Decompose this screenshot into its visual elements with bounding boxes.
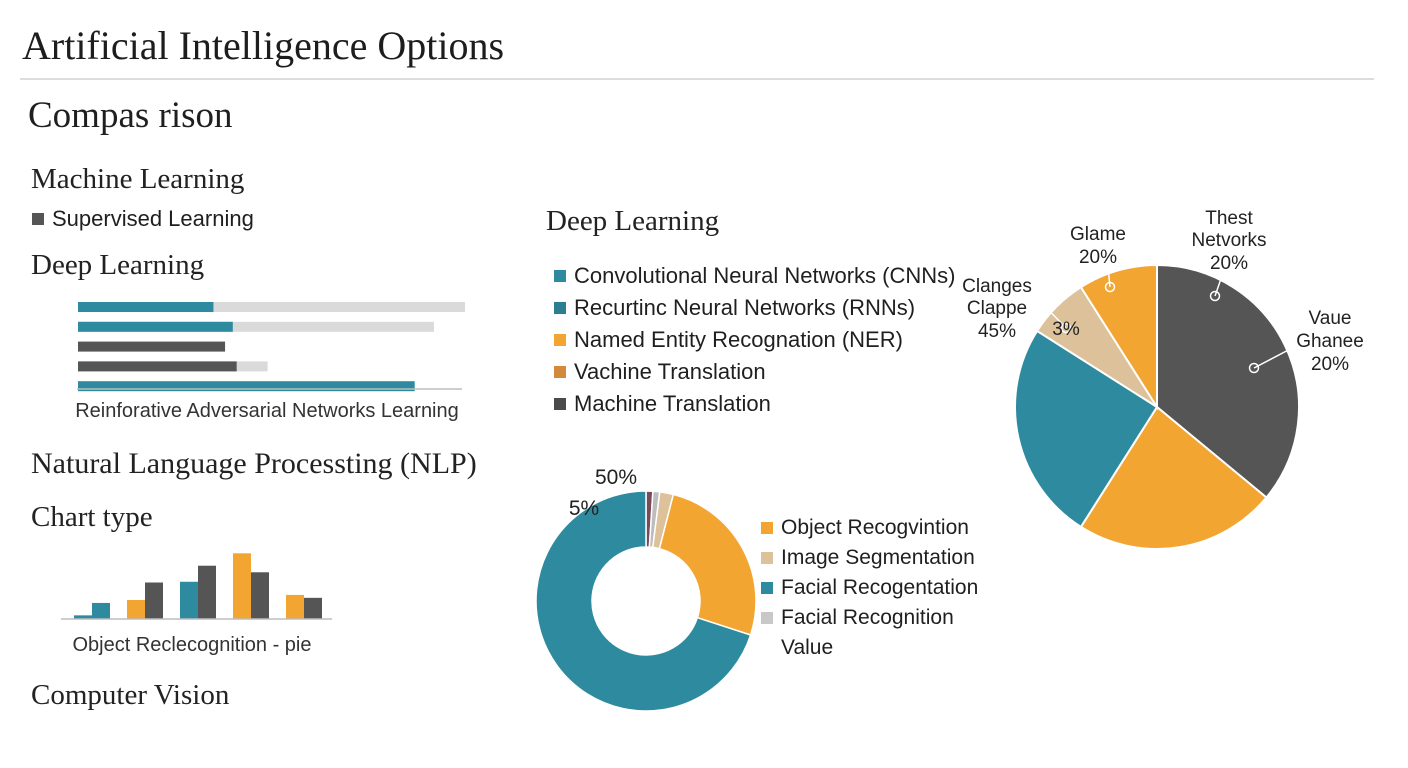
donut-slice	[658, 493, 757, 636]
pie-leader-marker	[1104, 281, 1116, 293]
nlp-heading: Natural Language Processting (NLP)	[31, 447, 477, 480]
vbar-xlabel: Object Reclecognition - pie	[72, 634, 311, 656]
pie-annotation-value: Vaue Ghanee 20%	[1296, 308, 1364, 375]
legend-swatch	[554, 270, 566, 282]
pie-slice	[1156, 263, 1300, 499]
vbar-bar	[251, 572, 269, 619]
grouped-bar-chart: Object Reclecognition - pie	[61, 553, 332, 656]
vbar-bar	[145, 582, 163, 619]
pie-chart: Glame 20% Thest Netvorks 20% Clanges Clappe 4…	[962, 208, 1364, 550]
hbar-bar	[78, 361, 237, 372]
legend-swatch	[761, 582, 773, 594]
legend-swatch	[554, 366, 566, 378]
legend-swatch	[554, 334, 566, 346]
hbar-bar	[78, 302, 214, 312]
legend-label: Value	[781, 636, 834, 659]
pie-leader-marker	[1060, 322, 1072, 334]
ml-legend: Supervised Learning	[32, 206, 254, 232]
dl-heading-middle: Deep Learning	[546, 205, 720, 237]
legend-label: Recurtinc Neural Networks (RNNs)	[574, 295, 916, 320]
legend-item: Machine Translation	[554, 388, 955, 420]
legend-swatch	[554, 398, 566, 410]
pie-annotation-thest: Thest Netvorks 20%	[1192, 208, 1267, 274]
legend-item: Recurtinc Neural Networks (RNNs)	[554, 292, 955, 324]
pie-annotation-clanges: Clanges Clappe 45%	[962, 276, 1032, 342]
pie-annotation-small: 3%	[1052, 319, 1080, 340]
page-subtitle: Compas rison	[28, 95, 233, 136]
hbar-bar	[78, 341, 226, 352]
vbar-bar	[304, 597, 322, 619]
legend-label: Named Entity Recognation (NER)	[574, 327, 903, 352]
pie-slice	[1079, 405, 1268, 550]
legend-item: Facial Recogentation	[761, 573, 978, 603]
donut-chart: 50% 5%	[535, 466, 757, 712]
legend-swatch	[32, 213, 44, 225]
pie-slice	[1014, 329, 1159, 529]
donut-legend: Object Recogvintion Image Segmentation F…	[761, 513, 978, 663]
legend-label: Facial Recogentation	[781, 576, 979, 599]
ml-heading: Machine Learning	[31, 163, 245, 195]
pie-leader-marker	[1209, 290, 1221, 302]
pie-slice	[1079, 263, 1158, 411]
hbar-xlabel: Reinforative Adversarial Networks Learni…	[75, 400, 459, 422]
dl-legend: Convolutional Neural Networks (CNNs) Rec…	[554, 260, 955, 420]
legend-label: Vachine Translation	[574, 359, 766, 384]
pie-leader-line	[1036, 297, 1067, 329]
chart-type-heading: Chart type	[31, 501, 153, 533]
vbar-bar	[180, 581, 198, 619]
vbar-bar	[233, 553, 251, 619]
page-title: Artificial Intelligence Options	[22, 23, 505, 68]
donut-label-left: 5%	[569, 497, 599, 520]
legend-item: Value	[761, 633, 978, 663]
hbar-chart: Reinforative Adversarial Networks Learni…	[75, 302, 465, 422]
dl-heading-left: Deep Learning	[31, 249, 205, 281]
hbar-bar	[78, 321, 233, 332]
legend-swatch	[554, 302, 566, 314]
donut-label-top: 50%	[595, 466, 637, 489]
hbar-background	[78, 321, 435, 332]
legend-label: Facial Recognition	[781, 606, 954, 629]
vbar-bar	[127, 600, 145, 619]
donut-slice	[535, 490, 752, 712]
legend-item: Facial Recognition	[761, 603, 978, 633]
legend-swatch	[761, 612, 773, 624]
legend-item: Convolutional Neural Networks (CNNs)	[554, 260, 955, 292]
legend-item: Named Entity Recognation (NER)	[554, 324, 955, 356]
pie-leader-marker	[1248, 362, 1260, 374]
legend-label: Object Recogvintion	[781, 516, 969, 539]
pie-leader-line	[1253, 345, 1297, 369]
hbar-bar	[78, 381, 415, 392]
vbar-bar	[198, 565, 216, 619]
legend-label: Machine Translation	[574, 391, 771, 416]
legend-swatch	[761, 522, 773, 534]
legend-item: Object Recogvintion	[761, 513, 978, 543]
pie-annotation-glame: Glame 20%	[1070, 224, 1126, 268]
vbar-bar	[286, 594, 304, 619]
vbar-bar	[74, 615, 92, 619]
legend-item: Supervised Learning	[32, 206, 254, 232]
cv-heading: Computer Vision	[31, 679, 230, 711]
hbar-background	[78, 302, 465, 312]
legend-label: Image Segmentation	[781, 546, 975, 569]
title-divider	[20, 78, 1374, 80]
legend-item: Vachine Translation	[554, 356, 955, 388]
legend-item: Image Segmentation	[761, 543, 978, 573]
legend-swatch	[761, 552, 773, 564]
vbar-bar	[92, 602, 110, 619]
legend-label: Supervised Learning	[52, 206, 254, 231]
legend-label: Convolutional Neural Networks (CNNs)	[574, 263, 956, 288]
